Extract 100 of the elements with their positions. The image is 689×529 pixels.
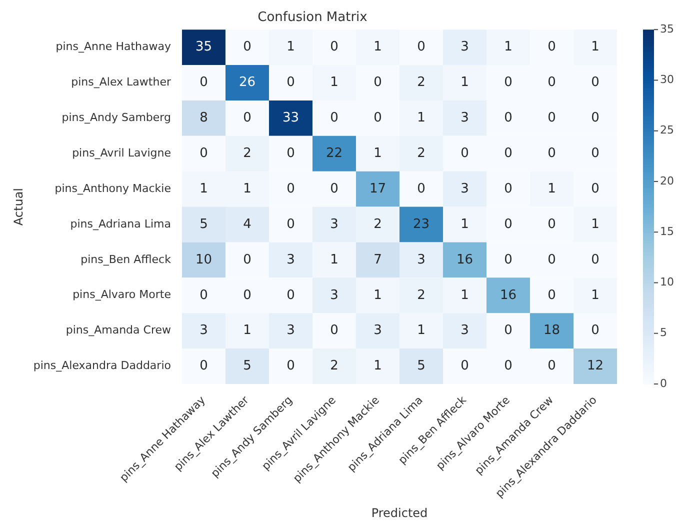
data-label: 0 [417, 40, 426, 55]
chart-title: Confusion Matrix [258, 10, 368, 26]
data-label: 1 [460, 216, 469, 232]
data-label: 3 [200, 323, 208, 338]
data-label: 1 [417, 323, 426, 338]
data-label: 2 [417, 146, 426, 162]
data-label: 0 [243, 110, 252, 126]
y-tick-label: pins_Alex Lawther [71, 76, 172, 89]
color-bar-label: 0 [660, 376, 667, 390]
data-label: 0 [548, 75, 556, 90]
data-label: 1 [591, 40, 600, 55]
data-label: 0 [286, 75, 295, 90]
data-label: 4 [243, 216, 252, 232]
data-label: 1 [330, 75, 338, 90]
data-label: 0 [548, 252, 556, 268]
data-label: 0 [591, 75, 600, 90]
data-label: 0 [286, 288, 295, 303]
data-label: 12 [586, 358, 604, 374]
data-label: 16 [456, 252, 474, 268]
data-label: 0 [504, 252, 512, 268]
data-label: 0 [504, 181, 512, 196]
data-label: 3 [330, 288, 338, 303]
data-label: 0 [548, 146, 556, 162]
y-tick-label: pins_Adriana Lima [70, 217, 171, 230]
y-tick-label: pins_Alvaro Morte [72, 288, 172, 302]
data-label: 2 [243, 146, 252, 162]
y-tick-label: pins_Anne Hathaway [56, 40, 172, 54]
y-tick-label: pins_Alexandra Daddario [33, 359, 172, 372]
data-label: 1 [374, 288, 382, 303]
data-label: 0 [504, 146, 512, 162]
data-label: 0 [243, 288, 252, 303]
data-label: 1 [591, 216, 600, 232]
data-label: 0 [330, 323, 338, 338]
data-label: 1 [243, 323, 252, 338]
data-label: 1 [330, 252, 338, 268]
data-label: 5 [243, 358, 252, 374]
color-bar-label: 15 [660, 224, 674, 238]
color-bar-label: 30 [660, 73, 674, 86]
data-label: 8 [200, 110, 208, 126]
data-label: 0 [548, 40, 556, 55]
data-label: 0 [460, 358, 469, 374]
y-axis-title: Actual [11, 188, 26, 226]
y-tick-label: pins_Anthony Mackie [54, 182, 172, 195]
y-tick-label: pins_Avril Lavigne [72, 146, 172, 160]
data-label: 3 [417, 252, 426, 268]
data-label: 5 [417, 358, 426, 374]
data-label: 1 [460, 75, 469, 90]
y-tick-label: pins_Ben Affleck [80, 252, 172, 266]
data-label: 10 [195, 252, 212, 268]
data-label: 0 [330, 110, 338, 126]
data-label: 1 [591, 288, 600, 303]
data-label: 0 [330, 40, 338, 55]
data-label: 2 [417, 75, 426, 90]
data-label: 3 [374, 323, 382, 338]
data-label: 1 [243, 181, 252, 196]
data-label: 1 [374, 146, 382, 162]
data-label: 1 [200, 181, 208, 196]
data-label: 3 [460, 181, 469, 196]
data-label: 0 [504, 75, 512, 90]
data-label: 1 [460, 288, 469, 303]
data-label: 3 [460, 40, 469, 55]
color-bar-label: 35 [660, 22, 674, 36]
data-label: 0 [591, 252, 600, 268]
data-label: 0 [200, 358, 208, 374]
data-label: 3 [460, 110, 469, 126]
data-label: 18 [543, 323, 560, 338]
data-label: 1 [374, 40, 382, 55]
data-label: 17 [369, 181, 386, 196]
data-label: 2 [330, 358, 338, 374]
data-label: 1 [548, 181, 556, 196]
data-label: 0 [548, 358, 556, 374]
data-label: 0 [504, 216, 512, 232]
data-label: 0 [330, 181, 338, 196]
data-label: 0 [504, 110, 512, 126]
data-label: 3 [286, 252, 295, 268]
data-label: 0 [591, 181, 600, 196]
data-label: 0 [286, 358, 295, 374]
data-label: 0 [200, 75, 208, 90]
data-label: 1 [504, 40, 512, 55]
data-label: 1 [374, 358, 382, 374]
data-label: 16 [500, 288, 517, 303]
y-tick-label: pins_Andy Samberg [62, 111, 171, 124]
data-label: 0 [460, 146, 469, 162]
data-label: 0 [243, 40, 252, 55]
data-label: 0 [200, 288, 208, 303]
data-label: 3 [460, 323, 469, 338]
data-label: 26 [238, 75, 256, 90]
data-label: 2 [417, 288, 426, 303]
data-label: 7 [374, 252, 382, 268]
data-label: 0 [286, 216, 295, 232]
data-label: 0 [286, 181, 295, 196]
data-label: 0 [286, 146, 295, 162]
color-bar-label: 10 [660, 276, 674, 289]
data-label: 5 [200, 216, 208, 232]
data-label: 33 [282, 110, 300, 126]
color-bar-label: 25 [660, 124, 674, 137]
data-label: 23 [412, 216, 430, 232]
data-label: 0 [548, 216, 556, 232]
data-label: 0 [548, 110, 556, 126]
data-label: 0 [504, 358, 512, 374]
